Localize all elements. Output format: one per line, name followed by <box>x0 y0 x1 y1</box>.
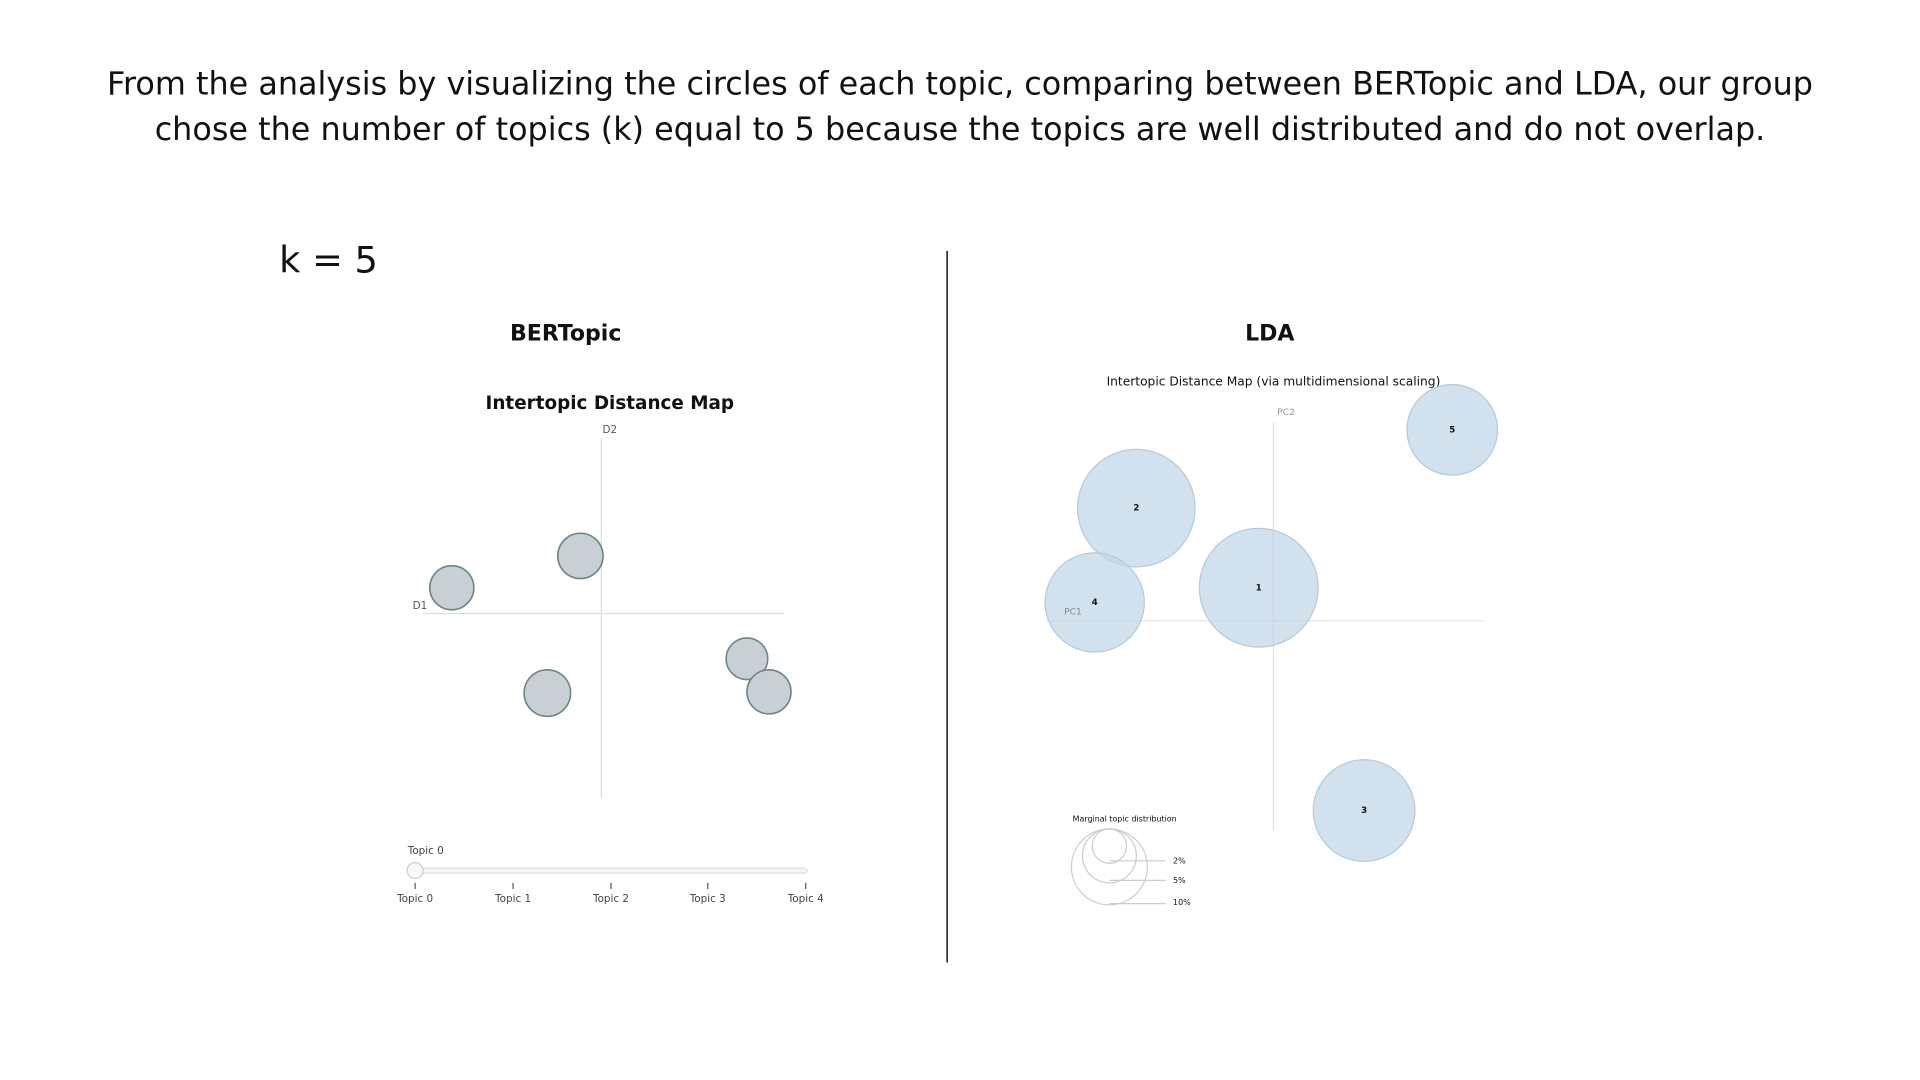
slider-tick-label[interactable]: Topic 2 <box>592 893 629 905</box>
legend-title: Marginal topic distribution <box>1073 815 1177 824</box>
legend-label: 2% <box>1173 856 1186 865</box>
chart-title: Intertopic Distance Map (via multidimens… <box>1107 375 1441 389</box>
slider-handle[interactable] <box>406 862 424 880</box>
panel-title: BERTopic <box>510 321 621 346</box>
legend-label: 5% <box>1173 876 1186 885</box>
slider-label: Topic 0 <box>407 845 444 857</box>
topic-circle <box>746 669 792 715</box>
slider-tick-label[interactable]: Topic 0 <box>396 893 433 905</box>
topic-circle <box>725 637 769 681</box>
axis-label: D1 <box>413 600 428 612</box>
topic-label: 3 <box>1361 806 1367 816</box>
topic-circles <box>1044 383 1499 863</box>
topic-circle <box>556 532 604 580</box>
slider-tick-label[interactable]: Topic 3 <box>689 893 726 905</box>
panel-title: LDA <box>1245 321 1294 346</box>
legend-circle <box>1091 828 1128 864</box>
slider-tick-label[interactable]: Topic 1 <box>494 893 531 905</box>
topic-label: 1 <box>1256 583 1262 593</box>
intro-line: From the analysis by visualizing the cir… <box>107 65 1813 103</box>
slider-track[interactable] <box>414 867 808 874</box>
topic-label: 5 <box>1449 425 1455 435</box>
topic-circle <box>1406 383 1499 476</box>
legend-circles <box>1070 828 1166 906</box>
slider-ticks <box>414 882 807 889</box>
topic-circle <box>523 669 572 718</box>
axis-label: PC2 <box>1277 407 1295 418</box>
axis-label: PC1 <box>1064 607 1082 618</box>
slider-tick-label[interactable]: Topic 4 <box>787 893 824 905</box>
topic-label: 2 <box>1133 504 1139 514</box>
topic-circle <box>1198 527 1319 648</box>
topic-circle <box>429 564 475 611</box>
axis-label: D2 <box>602 424 617 436</box>
legend-label: 10% <box>1173 898 1191 907</box>
topic-label: 4 <box>1092 598 1098 608</box>
topic-circle <box>1076 448 1196 568</box>
topic-circle <box>1312 759 1416 863</box>
intro-line: chose the number of topics (k) equal to … <box>155 110 1766 148</box>
topic-circle <box>1044 552 1145 653</box>
chart-title: Intertopic Distance Map <box>486 393 735 414</box>
topic-circles <box>429 532 792 718</box>
k-label: k = 5 <box>279 239 378 282</box>
